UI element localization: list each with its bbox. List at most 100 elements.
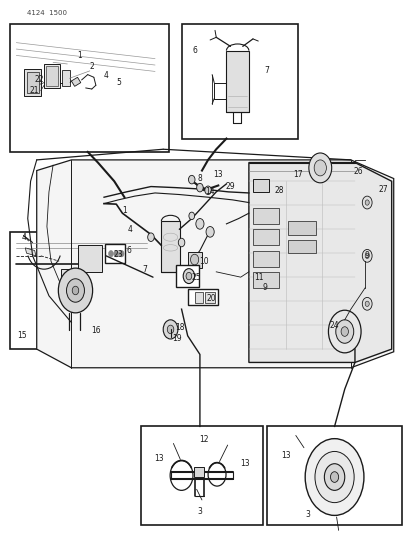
Bar	[105, 244, 125, 263]
Text: 19: 19	[173, 334, 182, 343]
Text: 21: 21	[30, 86, 40, 95]
Circle shape	[206, 227, 214, 237]
Bar	[188, 252, 202, 268]
Polygon shape	[25, 248, 36, 256]
Bar	[10, 24, 169, 152]
Text: 6: 6	[193, 46, 197, 55]
Text: 6: 6	[126, 246, 131, 255]
Circle shape	[196, 219, 204, 229]
Bar	[288, 240, 316, 253]
Text: 3: 3	[197, 507, 202, 516]
Circle shape	[362, 297, 372, 310]
Circle shape	[183, 269, 195, 284]
Bar	[24, 69, 41, 96]
Polygon shape	[315, 462, 326, 471]
Text: 1: 1	[122, 206, 127, 215]
Polygon shape	[345, 467, 354, 477]
Circle shape	[109, 251, 113, 257]
Polygon shape	[333, 451, 341, 464]
Circle shape	[163, 320, 178, 339]
Text: 4: 4	[22, 233, 27, 241]
Circle shape	[365, 301, 369, 306]
Circle shape	[330, 472, 339, 482]
Circle shape	[72, 286, 79, 295]
Text: 13: 13	[281, 451, 290, 460]
Circle shape	[178, 238, 185, 247]
Text: 8: 8	[197, 174, 202, 183]
Polygon shape	[249, 163, 392, 362]
Circle shape	[314, 160, 326, 176]
Text: 13: 13	[240, 459, 250, 468]
Text: 13: 13	[154, 454, 164, 463]
Bar	[195, 292, 203, 303]
Circle shape	[365, 253, 369, 259]
Circle shape	[205, 186, 211, 195]
Bar	[44, 64, 60, 88]
Text: 4: 4	[128, 225, 133, 233]
Bar	[253, 251, 279, 266]
Bar	[141, 426, 263, 525]
Bar	[46, 66, 58, 86]
Bar	[161, 221, 180, 272]
Circle shape	[58, 268, 93, 313]
Text: 23: 23	[113, 250, 123, 259]
Bar	[205, 292, 215, 303]
Bar	[288, 221, 316, 235]
Circle shape	[189, 212, 195, 220]
Text: 29: 29	[226, 182, 235, 191]
Circle shape	[186, 272, 192, 280]
Circle shape	[305, 439, 364, 515]
Text: 3: 3	[306, 510, 310, 519]
Circle shape	[119, 251, 124, 257]
Text: 12: 12	[199, 435, 209, 444]
Bar	[253, 229, 279, 245]
Text: 7: 7	[142, 265, 147, 273]
Circle shape	[324, 464, 345, 490]
Text: 28: 28	[275, 186, 284, 195]
Text: 14: 14	[205, 188, 215, 196]
Bar	[61, 269, 73, 296]
Text: 7: 7	[265, 66, 270, 75]
Circle shape	[328, 310, 361, 353]
Circle shape	[188, 175, 195, 184]
Bar	[78, 245, 102, 272]
Circle shape	[362, 196, 372, 209]
Bar	[226, 51, 249, 112]
Text: 13: 13	[213, 171, 223, 179]
Text: 9: 9	[263, 284, 268, 292]
Bar	[253, 179, 269, 192]
Text: 9: 9	[365, 252, 370, 260]
Text: 20: 20	[206, 294, 216, 303]
Polygon shape	[338, 490, 347, 502]
Text: 4: 4	[104, 71, 109, 80]
Circle shape	[167, 325, 174, 334]
Bar	[10, 232, 153, 349]
Circle shape	[365, 200, 369, 205]
Bar	[267, 426, 402, 525]
Circle shape	[362, 249, 372, 262]
Text: 5: 5	[116, 78, 121, 87]
Circle shape	[309, 153, 332, 183]
Bar	[176, 265, 199, 287]
Circle shape	[341, 327, 348, 336]
Circle shape	[315, 451, 354, 503]
Circle shape	[114, 251, 119, 257]
Bar	[188, 289, 218, 305]
Text: 10: 10	[199, 257, 209, 265]
Circle shape	[197, 183, 203, 192]
Text: 24: 24	[330, 321, 339, 329]
Circle shape	[191, 254, 199, 265]
Circle shape	[336, 320, 354, 343]
Text: 2: 2	[89, 62, 94, 71]
Text: 11: 11	[254, 273, 264, 281]
Bar	[194, 467, 204, 477]
Bar	[27, 72, 39, 93]
Text: 17: 17	[293, 170, 303, 179]
Polygon shape	[319, 485, 326, 499]
Circle shape	[148, 233, 154, 241]
Bar	[182, 24, 298, 139]
Bar	[253, 272, 279, 288]
Text: 18: 18	[175, 324, 184, 332]
Text: 1: 1	[77, 52, 82, 60]
Polygon shape	[37, 160, 394, 368]
